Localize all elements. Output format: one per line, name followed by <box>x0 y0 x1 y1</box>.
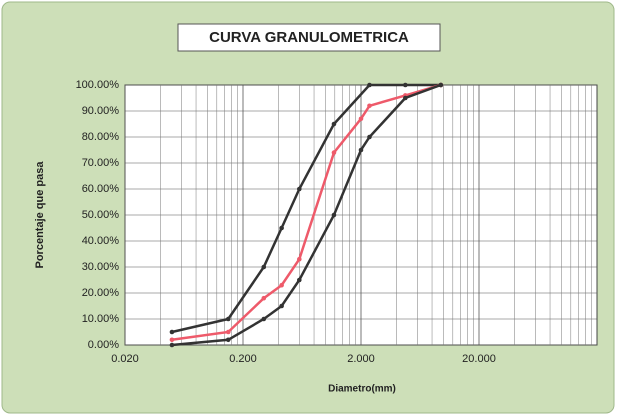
series-line <box>171 83 442 342</box>
x-tick-label: 2.000 <box>347 353 375 365</box>
data-point <box>367 134 372 140</box>
data-point <box>297 256 302 262</box>
y-axis-label: Porcentaje que pasa <box>34 161 46 269</box>
y-tick-label: 30.00% <box>82 261 120 273</box>
y-tick-label: 70.00% <box>82 157 120 169</box>
data-point <box>261 295 267 301</box>
x-tick-label: 0.020 <box>111 353 139 365</box>
data-point <box>279 225 284 231</box>
y-tick-label: 60.00% <box>82 183 120 195</box>
x-tick-label: 0.200 <box>229 353 257 365</box>
data-point <box>358 116 364 122</box>
y-tick-label: 80.00% <box>82 131 120 143</box>
data-point <box>225 337 231 343</box>
data-point <box>367 82 372 88</box>
y-tick-label: 20.00% <box>82 287 120 299</box>
data-point <box>169 337 175 343</box>
data-point <box>297 277 302 283</box>
data-point <box>331 121 337 127</box>
data-point <box>261 316 267 322</box>
data-point <box>403 82 408 88</box>
x-tick-label: 20.000 <box>462 353 496 365</box>
series-line <box>171 83 442 347</box>
y-tick-label: 0.00% <box>88 339 119 351</box>
data-point <box>297 186 302 192</box>
y-tick-label: 40.00% <box>82 235 120 247</box>
data-point <box>358 147 364 153</box>
y-tick-label: 100.00% <box>76 79 120 91</box>
data-point <box>331 150 337 155</box>
data-point <box>225 316 231 322</box>
data-point <box>279 303 284 309</box>
data-point <box>331 212 337 218</box>
y-tick-label: 10.00% <box>82 313 120 325</box>
y-tick-label: 90.00% <box>82 105 120 117</box>
chart-title: CURVA GRANULOMETRICA <box>209 29 409 46</box>
data-point <box>403 95 408 101</box>
y-tick-label: 50.00% <box>82 209 120 221</box>
x-axis-label: Diametro(mm) <box>328 384 396 395</box>
title-box <box>177 23 441 52</box>
data-point <box>438 82 444 88</box>
data-point <box>169 342 175 348</box>
data-point <box>367 103 372 109</box>
data-point <box>169 329 175 335</box>
data-point <box>225 329 231 335</box>
data-point <box>261 264 267 270</box>
data-point <box>279 282 284 288</box>
